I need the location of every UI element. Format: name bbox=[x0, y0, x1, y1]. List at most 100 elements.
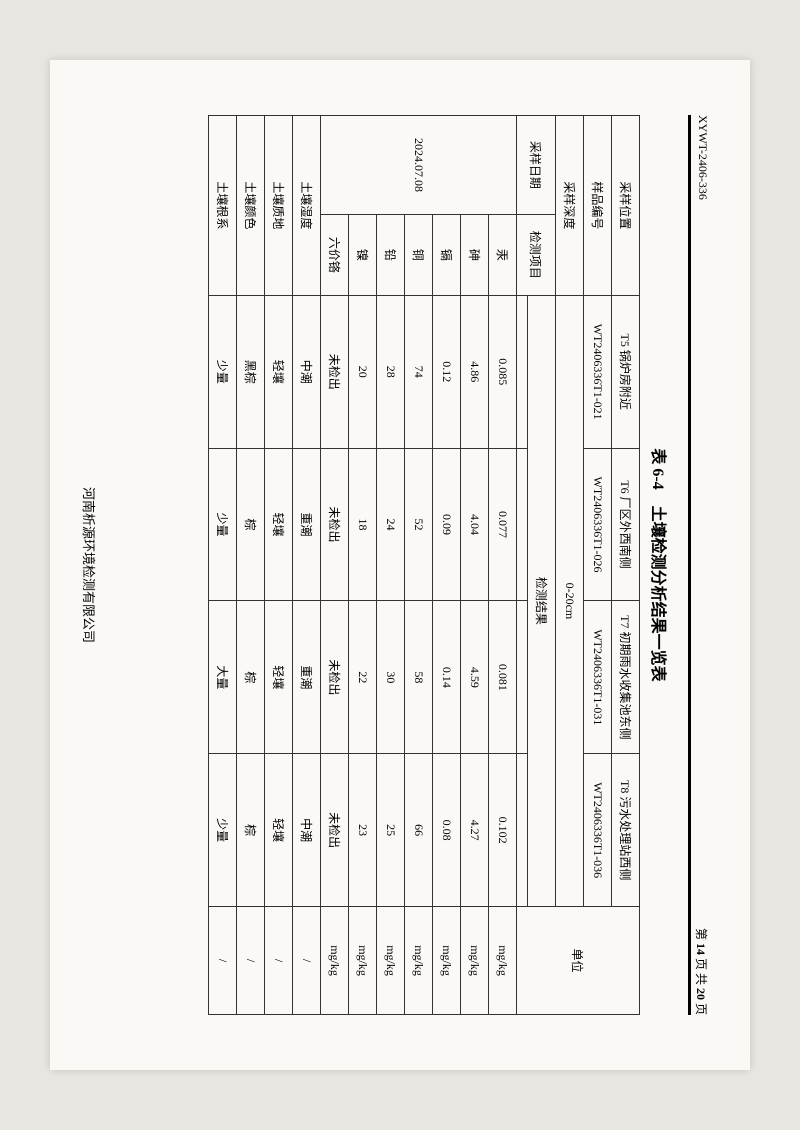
prop-label-2: 土壤颜色 bbox=[237, 116, 265, 296]
prop-val-2-1: 棕 bbox=[237, 448, 265, 601]
item-1: 砷 bbox=[461, 214, 489, 295]
prop-val-3-1: 少量 bbox=[209, 448, 237, 601]
val-1-1: 4.04 bbox=[461, 448, 489, 601]
label-unit: 单位 bbox=[517, 907, 640, 1015]
prop-val-0-3: 中潮 bbox=[293, 754, 321, 907]
col-no-1: WT2406336T1-026 bbox=[584, 448, 612, 601]
table-title: 表 6-4 土壤检测分析结果一览表 bbox=[648, 115, 672, 1015]
unit-6: mg/kg bbox=[321, 907, 349, 1015]
val-6-3: 未检出 bbox=[321, 754, 349, 907]
table-row: 采样位置T5 锅炉房附近T6 厂区外西南侧T7 初期雨水收集池东侧T8 污水处理… bbox=[612, 116, 640, 1015]
val-2-2: 0.14 bbox=[433, 601, 461, 754]
prop-val-0-1: 重潮 bbox=[293, 448, 321, 601]
val-3-3: 66 bbox=[405, 754, 433, 907]
prop-unit-0: / bbox=[293, 907, 321, 1015]
page-indicator: 第 14 页 共 20 页 bbox=[693, 928, 710, 1015]
val-2-3: 0.08 bbox=[433, 754, 461, 907]
page: XYWT-2406-336 第 14 页 共 20 页 表 6-4 土壤检测分析… bbox=[50, 60, 750, 1070]
header-rule bbox=[688, 115, 691, 1015]
prop-val-2-0: 黑棕 bbox=[237, 295, 265, 448]
company-footer: 河南析源环境检测有限公司 bbox=[80, 115, 129, 1015]
prop-val-3-3: 少量 bbox=[209, 754, 237, 907]
result-sub-3 bbox=[517, 754, 528, 907]
col-loc-3: T8 污水处理站西侧 bbox=[612, 754, 640, 907]
table-row: 样品编号WT2406336T1-021WT2406336T1-026WT2406… bbox=[584, 116, 612, 1015]
val-0-1: 0.077 bbox=[489, 448, 517, 601]
depth-value: 0-20cm bbox=[556, 295, 584, 906]
val-4-3: 25 bbox=[377, 754, 405, 907]
prop-val-0-0: 中潮 bbox=[293, 295, 321, 448]
date-value: 2024.07.08 bbox=[321, 116, 517, 215]
table-row: 土壤质地轻壤轻壤轻壤轻壤/ bbox=[265, 116, 293, 1015]
label-location: 采样位置 bbox=[612, 116, 640, 296]
val-4-2: 30 bbox=[377, 601, 405, 754]
table-row: 土壤颜色黑棕棕棕棕/ bbox=[237, 116, 265, 1015]
item-6: 六价铬 bbox=[321, 214, 349, 295]
val-5-3: 23 bbox=[349, 754, 377, 907]
col-loc-2: T7 初期雨水收集池东侧 bbox=[612, 601, 640, 754]
label-depth: 采样深度 bbox=[556, 116, 584, 296]
table-row: 采样日期检测项目检测结果 bbox=[528, 116, 556, 1015]
val-4-0: 28 bbox=[377, 295, 405, 448]
results-table: 采样位置T5 锅炉房附近T6 厂区外西南侧T7 初期雨水收集池东侧T8 污水处理… bbox=[208, 115, 640, 1015]
prop-val-1-2: 轻壤 bbox=[265, 601, 293, 754]
unit-4: mg/kg bbox=[377, 907, 405, 1015]
table-row: 2024.07.08汞0.0850.0770.0810.102mg/kg bbox=[489, 116, 517, 1015]
result-sub-1 bbox=[517, 448, 528, 601]
unit-5: mg/kg bbox=[349, 907, 377, 1015]
table-row: 砷4.864.044.594.27mg/kg bbox=[461, 116, 489, 1015]
prop-unit-3: / bbox=[209, 907, 237, 1015]
table-row: 土壤根系少量少量大量少量/ bbox=[209, 116, 237, 1015]
prop-val-2-3: 棕 bbox=[237, 754, 265, 907]
val-2-0: 0.12 bbox=[433, 295, 461, 448]
val-1-2: 4.59 bbox=[461, 601, 489, 754]
label-item: 检测项目 bbox=[517, 214, 556, 295]
label-sampleno: 样品编号 bbox=[584, 116, 612, 296]
table-row: 土壤湿度中潮重潮重潮中潮/ bbox=[293, 116, 321, 1015]
col-loc-0: T5 锅炉房附近 bbox=[612, 295, 640, 448]
table-row: 铅28243025mg/kg bbox=[377, 116, 405, 1015]
result-sub-2 bbox=[517, 601, 528, 754]
item-3: 铜 bbox=[405, 214, 433, 295]
table-row: 六价铬未检出未检出未检出未检出mg/kg bbox=[321, 116, 349, 1015]
col-no-2: WT2406336T1-031 bbox=[584, 601, 612, 754]
val-2-1: 0.09 bbox=[433, 448, 461, 601]
val-0-2: 0.081 bbox=[489, 601, 517, 754]
val-5-2: 22 bbox=[349, 601, 377, 754]
val-0-0: 0.085 bbox=[489, 295, 517, 448]
prop-label-3: 土壤根系 bbox=[209, 116, 237, 296]
unit-2: mg/kg bbox=[433, 907, 461, 1015]
val-6-0: 未检出 bbox=[321, 295, 349, 448]
item-2: 镉 bbox=[433, 214, 461, 295]
val-0-3: 0.102 bbox=[489, 754, 517, 907]
val-6-1: 未检出 bbox=[321, 448, 349, 601]
prop-val-2-2: 棕 bbox=[237, 601, 265, 754]
val-1-0: 4.86 bbox=[461, 295, 489, 448]
prop-val-1-0: 轻壤 bbox=[265, 295, 293, 448]
item-0: 汞 bbox=[489, 214, 517, 295]
prop-val-1-1: 轻壤 bbox=[265, 448, 293, 601]
val-3-0: 74 bbox=[405, 295, 433, 448]
col-no-0: WT2406336T1-021 bbox=[584, 295, 612, 448]
val-6-2: 未检出 bbox=[321, 601, 349, 754]
val-1-3: 4.27 bbox=[461, 754, 489, 907]
item-5: 镍 bbox=[349, 214, 377, 295]
table-row: 镍20182223mg/kg bbox=[349, 116, 377, 1015]
header-bar: XYWT-2406-336 第 14 页 共 20 页 bbox=[691, 115, 710, 1015]
unit-1: mg/kg bbox=[461, 907, 489, 1015]
prop-val-0-2: 重潮 bbox=[293, 601, 321, 754]
prop-label-1: 土壤质地 bbox=[265, 116, 293, 296]
prop-unit-1: / bbox=[265, 907, 293, 1015]
val-3-2: 58 bbox=[405, 601, 433, 754]
label-result: 检测结果 bbox=[528, 295, 556, 906]
val-5-1: 18 bbox=[349, 448, 377, 601]
unit-3: mg/kg bbox=[405, 907, 433, 1015]
prop-val-3-2: 大量 bbox=[209, 601, 237, 754]
table-row: 采样深度0-20cm bbox=[556, 116, 584, 1015]
prop-val-3-0: 少量 bbox=[209, 295, 237, 448]
col-no-3: WT2406336T1-036 bbox=[584, 754, 612, 907]
result-sub-0 bbox=[517, 295, 528, 448]
prop-unit-2: / bbox=[237, 907, 265, 1015]
item-4: 铅 bbox=[377, 214, 405, 295]
prop-val-1-3: 轻壤 bbox=[265, 754, 293, 907]
